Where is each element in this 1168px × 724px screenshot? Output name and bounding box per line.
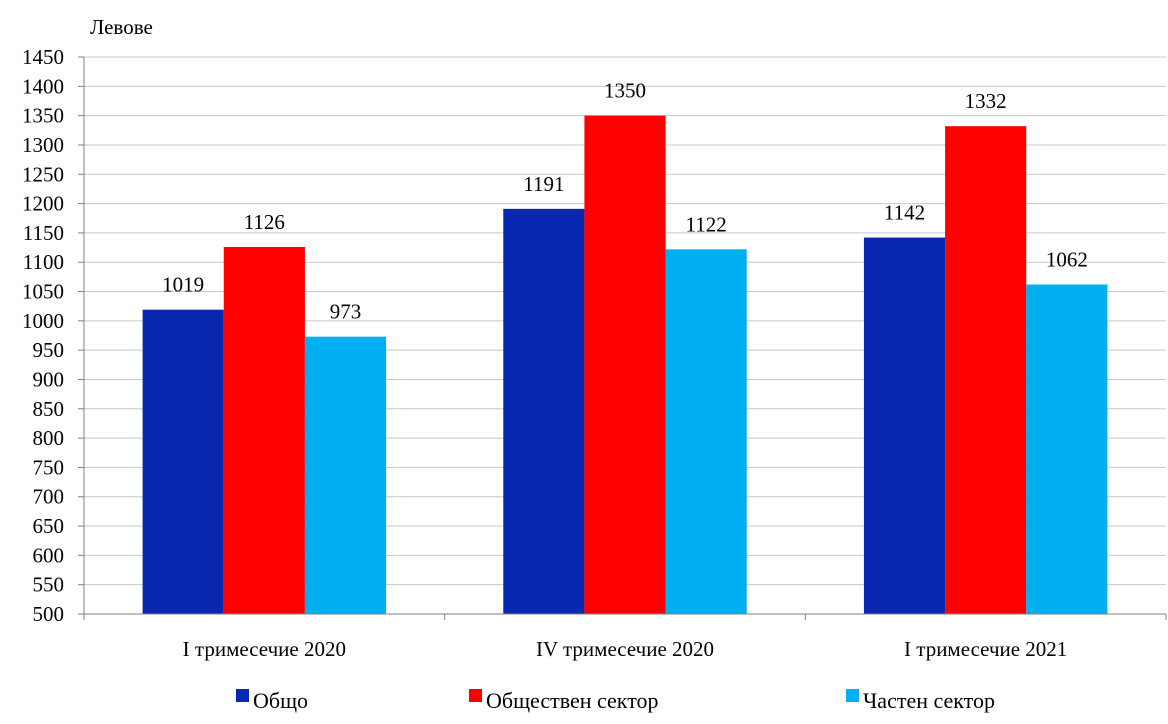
x-category-label: IV тримесечие 2020 <box>536 637 714 661</box>
bar <box>863 237 946 614</box>
legend-swatch <box>469 689 482 702</box>
y-tick-label: 1450 <box>22 45 64 69</box>
y-tick-label: 1400 <box>22 74 64 98</box>
bar-value-label: 1350 <box>604 79 646 103</box>
bars-group <box>142 115 1108 615</box>
y-tick-label: 650 <box>33 514 65 538</box>
bar <box>223 246 305 614</box>
bar-value-label: 1122 <box>686 212 727 236</box>
y-unit-label: Левове <box>90 15 153 39</box>
bar <box>142 309 224 614</box>
y-tick-label: 850 <box>33 397 65 421</box>
bar <box>945 126 1027 614</box>
bar <box>304 336 387 614</box>
legend: Общо Обществен сектор Частен сектор <box>236 688 995 713</box>
x-category-label: I тримесечие 2020 <box>183 637 346 661</box>
legend-swatch <box>236 689 249 702</box>
y-tick-label: 1200 <box>22 192 64 216</box>
y-tick-label: 800 <box>33 426 65 450</box>
bar <box>584 115 666 614</box>
y-tick-label: 750 <box>33 455 65 479</box>
y-tick-label: 900 <box>33 367 65 391</box>
legend-swatch <box>846 689 859 702</box>
y-tick-label: 1050 <box>22 280 64 304</box>
legend-label: Частен сектор <box>863 688 995 713</box>
y-tick-label: 550 <box>33 573 65 597</box>
bar-value-label: 1062 <box>1046 247 1088 271</box>
data-labels: 1019 1126 973 1191 1350 1122 1142 1332 1062 <box>162 79 1088 324</box>
bar-value-label: 1019 <box>162 273 204 297</box>
y-tick-label: 1100 <box>23 250 64 274</box>
bar <box>503 208 585 615</box>
y-tick-label: 500 <box>33 602 65 626</box>
x-axis-category-labels: I тримесечие 2020 IV тримесечие 2020 I три… <box>183 637 1068 661</box>
y-axis-tick-labels: 500 550 600 650 700 750 800 850 900 950 1000 1050 11… <box>22 45 64 626</box>
bar-value-label: 1332 <box>965 89 1007 113</box>
y-tick-label: 1300 <box>22 133 64 157</box>
bar-value-label: 973 <box>330 300 362 324</box>
y-tick-label: 1150 <box>23 221 64 245</box>
y-tick-label: 600 <box>33 543 65 567</box>
bar-value-label: 1191 <box>523 172 564 196</box>
legend-label: Обществен сектор <box>486 688 659 713</box>
bar-value-label: 1126 <box>244 210 285 234</box>
bar <box>1026 284 1108 614</box>
legend-label: Общо <box>253 688 308 713</box>
axes <box>78 56 1167 620</box>
bar <box>665 249 747 614</box>
y-tick-label: 700 <box>33 485 65 509</box>
y-tick-label: 1250 <box>22 162 64 186</box>
bar-value-label: 1142 <box>884 201 925 225</box>
y-tick-label: 950 <box>33 338 65 362</box>
y-tick-label: 1000 <box>22 309 64 333</box>
x-category-label: I тримесечие 2021 <box>904 637 1067 661</box>
y-tick-label: 1350 <box>22 104 64 128</box>
